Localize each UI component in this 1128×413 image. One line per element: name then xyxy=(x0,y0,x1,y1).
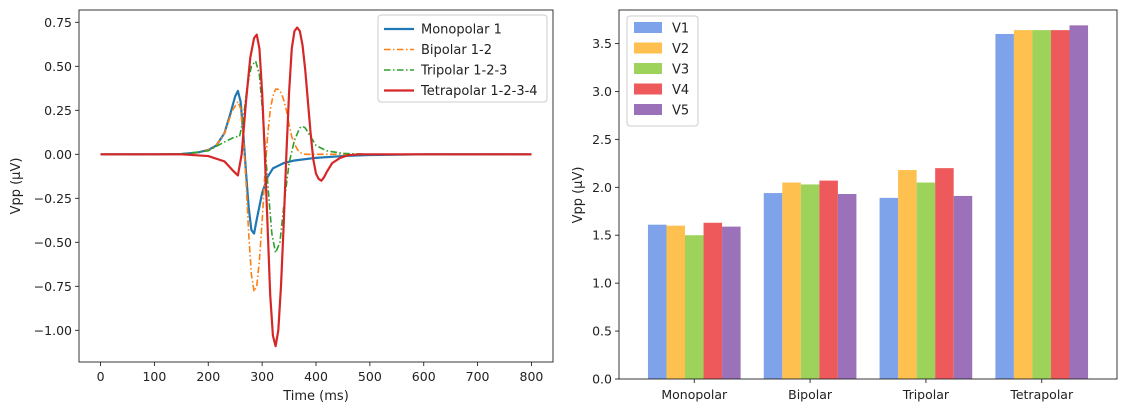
bar-tripolar-v1 xyxy=(879,197,899,379)
bar-y-tick-label: 0.5 xyxy=(592,324,612,339)
bar-category-label: Tetrapolar xyxy=(1009,387,1074,402)
legend-label-v3: V3 xyxy=(672,63,689,78)
bar-tetrapolar-v1 xyxy=(995,33,1014,380)
series-line-tripolar-1-2-3 xyxy=(100,60,532,254)
bar-monopolar-v3 xyxy=(685,235,704,379)
bar-bipolar-v2 xyxy=(782,182,801,379)
bar-monopolar-v4 xyxy=(703,222,723,379)
bar-y-tick-label: 0.0 xyxy=(592,372,612,387)
bar-category-label: Monopolar xyxy=(661,387,728,402)
bar-bars-group xyxy=(647,25,1089,380)
legend-swatch-v2 xyxy=(634,42,662,54)
bar-bipolar-v5 xyxy=(837,194,857,379)
legend-label-v1: V1 xyxy=(672,22,689,37)
bar-x-ticks: Monopolar Bipolar Tripolar Tetrapolar xyxy=(661,379,1074,402)
bar-chart: Monopolar Bipolar Tripolar Tetrapolar 0.00.… xyxy=(571,9,1118,402)
line-y-tick-label: −0.25 xyxy=(34,191,72,206)
bar-plot-frame xyxy=(618,9,1118,380)
bar-y-tick-label: 1.0 xyxy=(592,276,612,291)
bar-bipolar-v1 xyxy=(763,193,783,379)
line-x-tick-label: 200 xyxy=(196,369,220,384)
bar-tetrapolar-v4 xyxy=(1050,30,1070,379)
bar-y-tick-label: 3.0 xyxy=(592,84,612,99)
bar-category-label: Bipolar xyxy=(788,387,833,402)
line-x-axis-label: Time (ms) xyxy=(282,389,349,404)
line-series-group xyxy=(100,26,532,348)
bar-tetrapolar-v3 xyxy=(1032,30,1051,379)
line-y-tick-label: 0.00 xyxy=(44,147,72,162)
line-legend-box xyxy=(377,14,548,103)
bar-y-ticks: 0.0 0.5 1.0 1.5 2.0 2.5 3.0 3.5 xyxy=(592,36,619,387)
line-x-tick-label: 100 xyxy=(142,369,166,384)
legend-label-v2: V2 xyxy=(672,42,689,57)
bar-y-tick-label: 1.5 xyxy=(592,228,612,243)
legend-label-monopolar-1: Monopolar 1 xyxy=(421,23,502,38)
bar-y-tick-label: 3.5 xyxy=(592,36,612,51)
series-line-bipolar-1-2 xyxy=(100,88,532,293)
bar-tripolar-v4 xyxy=(935,168,954,379)
line-y-tick-label: 0.25 xyxy=(44,103,72,118)
line-y-tick-label: 0.75 xyxy=(44,15,72,30)
bar-category-label: Tripolar xyxy=(902,387,950,402)
line-y-tick-label: −1.00 xyxy=(34,323,72,338)
series-line-tetrapolar-1-2-3-4 xyxy=(100,26,532,348)
line-x-tick-label: 500 xyxy=(358,369,382,384)
legend-swatch-v1 xyxy=(634,22,662,33)
legend-label-bipolar-1-2: Bipolar 1-2 xyxy=(421,43,492,58)
bar-tripolar-v3 xyxy=(916,182,936,379)
line-plot-frame xyxy=(78,9,554,363)
bar-tripolar-v2 xyxy=(898,170,917,379)
line-legend: Monopolar 1 Bipolar 1-2 Tripolar 1-2-3 Tetr… xyxy=(377,14,548,103)
line-x-tick-label: 300 xyxy=(250,369,274,384)
bar-monopolar-v1 xyxy=(647,224,667,379)
bar-tripolar-v5 xyxy=(953,195,973,379)
line-y-ticks: 0.75 0.50 0.25 0.00 −0.25 −0.50 −0.75 −1.00 xyxy=(34,15,79,338)
bar-tetrapolar-v2 xyxy=(1013,30,1033,379)
line-y-axis-label: Vpp (μV) xyxy=(9,158,24,215)
line-x-tick-label: 800 xyxy=(520,369,544,384)
legend-label-tripolar-1-2-3: Tripolar 1-2-3 xyxy=(420,64,507,79)
legend-swatch-v4 xyxy=(634,83,662,95)
bar-monopolar-v2 xyxy=(666,225,686,379)
bar-y-tick-label: 2.0 xyxy=(592,180,612,195)
bar-monopolar-v5 xyxy=(722,226,741,379)
line-x-ticks: 0 100 200 300 400 500 600 700 800 xyxy=(97,362,544,384)
line-x-tick-label: 400 xyxy=(304,369,328,384)
line-y-tick-label: −0.75 xyxy=(34,279,72,294)
line-x-tick-label: 600 xyxy=(412,369,436,384)
legend-swatch-v3 xyxy=(634,63,662,74)
bar-y-axis-label: Vpp (μV) xyxy=(571,167,586,224)
line-x-tick-label: 0 xyxy=(97,369,105,384)
bar-y-tick-label: 2.5 xyxy=(592,132,612,147)
legend-label-v5: V5 xyxy=(672,104,689,119)
line-y-tick-label: −0.50 xyxy=(34,235,72,250)
legend-label-v4: V4 xyxy=(672,83,689,98)
bar-bipolar-v3 xyxy=(800,184,820,379)
line-chart: 0 100 200 300 400 500 600 700 800 0.750.500.250.… xyxy=(9,9,554,404)
line-x-tick-label: 700 xyxy=(466,369,490,384)
line-y-tick-label: 0.50 xyxy=(44,59,72,74)
legend-label-tetrapolar-1-2-3-4: Tetrapolar 1-2-3-4 xyxy=(420,84,538,99)
bar-bipolar-v4 xyxy=(819,180,838,379)
bar-tetrapolar-v5 xyxy=(1069,25,1089,380)
legend-swatch-v5 xyxy=(634,104,662,115)
series-line-monopolar-1 xyxy=(100,89,532,235)
bar-legend: V1 V2 V3 V4 V5 xyxy=(626,15,699,127)
